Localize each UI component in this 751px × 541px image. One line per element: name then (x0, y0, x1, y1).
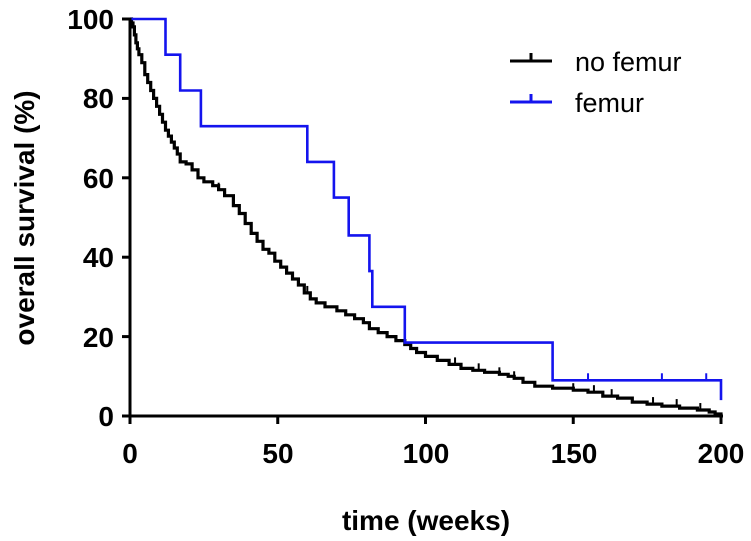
x-tick-label-100: 100 (403, 438, 450, 469)
y-tick-label-40: 40 (83, 242, 114, 273)
legend-swatch-femur (510, 94, 552, 104)
y-tick-label-0: 0 (98, 401, 114, 432)
legend-swatch-no-femur (510, 53, 552, 63)
series-line-femur (130, 17, 723, 401)
x-tick-label-200: 200 (698, 438, 745, 469)
y-tick-label-20: 20 (83, 322, 114, 353)
y-tick-label-100: 100 (67, 4, 114, 35)
x-tick-label-0: 0 (122, 438, 138, 469)
x-tick-label-50: 50 (262, 438, 293, 469)
y-tick-label-80: 80 (83, 83, 114, 114)
series-line-no-femur (129, 17, 723, 416)
axis-ticks (122, 17, 723, 424)
legend-label-no-femur: no femur (575, 47, 682, 77)
y-tick-label-60: 60 (83, 163, 114, 194)
x-axis-title: time (weeks) (342, 505, 510, 536)
legend: no femur femur (510, 47, 682, 118)
plot-series (129, 17, 723, 416)
y-axis-title: overall survival (%) (9, 90, 40, 345)
x-tick-label-150: 150 (551, 438, 598, 469)
legend-label-femur: femur (575, 88, 644, 118)
